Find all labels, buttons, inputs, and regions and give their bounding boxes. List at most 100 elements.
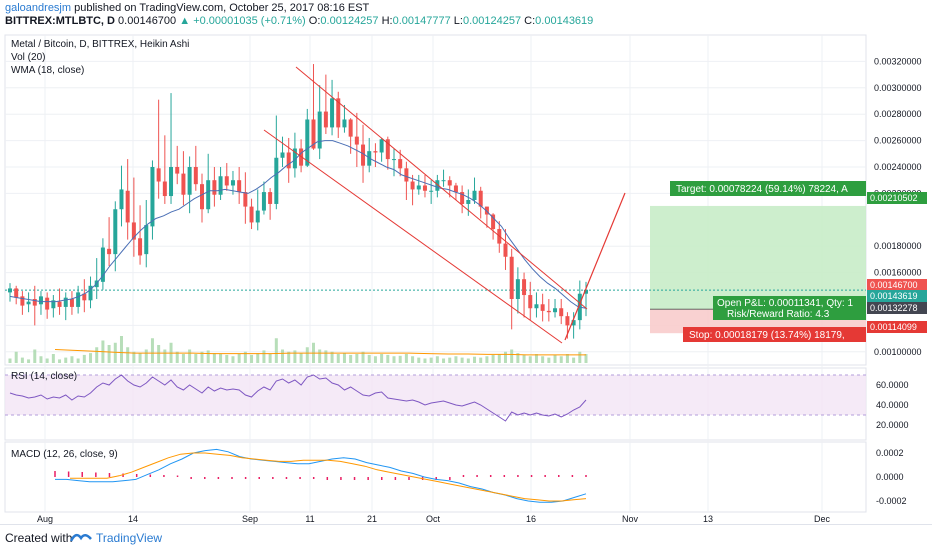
publish-line: galoandresjm published on TradingView.co… bbox=[5, 2, 369, 14]
candle-body bbox=[503, 243, 508, 257]
tag-entry-text: 0.00132278 bbox=[870, 303, 918, 313]
volume-bar bbox=[318, 349, 322, 363]
open-pl-box[interactable] bbox=[713, 296, 866, 320]
volume-bar bbox=[274, 338, 278, 363]
volume-bar bbox=[132, 351, 136, 363]
volume-bar bbox=[225, 354, 229, 363]
price-tick-label: 0.00180000 bbox=[874, 241, 922, 251]
candle-body bbox=[392, 159, 396, 161]
candle-body bbox=[218, 176, 223, 195]
volume-bar bbox=[262, 350, 266, 363]
candle-body bbox=[57, 301, 62, 307]
tradingview-brand-link[interactable]: TradingView bbox=[96, 531, 163, 545]
x-tick-label: 13 bbox=[703, 514, 713, 524]
candle-body bbox=[478, 190, 483, 207]
candle-body bbox=[187, 167, 192, 195]
tag-close bbox=[867, 290, 927, 302]
candle-body bbox=[584, 289, 588, 294]
candle-body bbox=[107, 248, 112, 255]
candle-body bbox=[212, 180, 217, 195]
volume-bar bbox=[466, 358, 470, 363]
created-with-text: Created with bbox=[5, 531, 73, 545]
author-link[interactable]: galoandresjm bbox=[5, 2, 72, 14]
candle-body bbox=[286, 152, 291, 169]
volume-bar bbox=[541, 356, 545, 363]
volume-bar bbox=[126, 347, 130, 363]
wma-line bbox=[9, 140, 587, 309]
rr-label: Risk/Reward Ratio: 4.3 bbox=[727, 309, 830, 320]
candle-body bbox=[200, 184, 204, 210]
target-box[interactable] bbox=[670, 181, 866, 196]
volume-bar bbox=[454, 356, 458, 363]
candle-body bbox=[206, 180, 211, 210]
candle-body bbox=[466, 200, 471, 204]
volume-bar bbox=[380, 354, 384, 363]
volume-bar bbox=[20, 357, 24, 363]
volume-bar bbox=[423, 358, 427, 363]
candle-body bbox=[261, 192, 266, 211]
candle-body bbox=[150, 167, 155, 227]
volume-bar bbox=[516, 353, 520, 363]
volume-bar bbox=[473, 356, 477, 363]
candle-body bbox=[38, 296, 43, 305]
tradingview-logo-icon bbox=[70, 533, 92, 542]
candle-body bbox=[342, 119, 347, 128]
volume-bar bbox=[324, 350, 328, 363]
high-label: H: bbox=[381, 15, 393, 27]
price-tick-label: 0.00280000 bbox=[874, 109, 922, 119]
volume-bar bbox=[367, 354, 371, 363]
candle-body bbox=[181, 173, 186, 195]
volume-bar bbox=[231, 356, 235, 363]
candle-body bbox=[484, 206, 489, 215]
volume-bar bbox=[336, 354, 340, 363]
macd-tick-label: -0.0002 bbox=[876, 496, 907, 506]
price-tick-label: 0.00320000 bbox=[874, 56, 922, 66]
candle-body bbox=[100, 247, 105, 282]
candle-body bbox=[379, 139, 384, 153]
volume-bar bbox=[448, 357, 452, 363]
candle-body bbox=[373, 151, 378, 153]
candle-body bbox=[230, 180, 235, 186]
volume-bar bbox=[559, 356, 563, 363]
candle-body bbox=[472, 190, 477, 200]
volume-bar bbox=[429, 357, 433, 363]
x-tick-label: 16 bbox=[526, 514, 536, 524]
price-tick-label: 0.00160000 bbox=[874, 268, 922, 278]
rsi-line bbox=[9, 374, 587, 422]
volume-bar bbox=[181, 354, 185, 363]
candle-body bbox=[528, 295, 533, 309]
candle-body bbox=[76, 292, 81, 307]
volume-bar bbox=[70, 356, 74, 363]
candle-body bbox=[45, 297, 50, 310]
volume-bar bbox=[237, 354, 241, 363]
volume-bar bbox=[349, 354, 353, 363]
volume-bar bbox=[157, 345, 161, 363]
volume-bar bbox=[144, 349, 148, 363]
candle-body bbox=[8, 288, 12, 293]
volume-bar bbox=[485, 356, 489, 363]
candle-body bbox=[540, 304, 545, 311]
macd-pane bbox=[4, 441, 867, 513]
stop-box[interactable] bbox=[683, 327, 866, 342]
volume-bar bbox=[565, 354, 569, 363]
volume-bar bbox=[212, 353, 216, 363]
chart-header: galoandresjm published on TradingView.co… bbox=[0, 0, 932, 30]
volume-bar bbox=[330, 351, 334, 363]
channel-lower-line bbox=[263, 129, 563, 344]
chart-canvas[interactable]: Aug 14 Sep 11 21 Oct 16 Nov 13 Dec 0.00320000 0.00… bbox=[0, 30, 932, 524]
macd-line bbox=[55, 448, 587, 503]
vol-legend: Vol (20) bbox=[11, 52, 45, 63]
candle-body bbox=[385, 139, 390, 160]
candle-body bbox=[125, 190, 130, 223]
candle-body bbox=[323, 111, 328, 128]
low-value: 0.00124257 bbox=[462, 15, 522, 27]
volume-bar bbox=[206, 350, 210, 363]
candle-body bbox=[14, 288, 19, 298]
volume-bar bbox=[305, 347, 309, 363]
volume-bar bbox=[188, 349, 192, 363]
high-value: 0.00147777 bbox=[392, 15, 451, 27]
low-label: L: bbox=[453, 15, 463, 27]
candle-body bbox=[422, 185, 427, 191]
candle-body bbox=[292, 148, 297, 169]
price-tick-label: 0.00100000 bbox=[874, 347, 922, 357]
